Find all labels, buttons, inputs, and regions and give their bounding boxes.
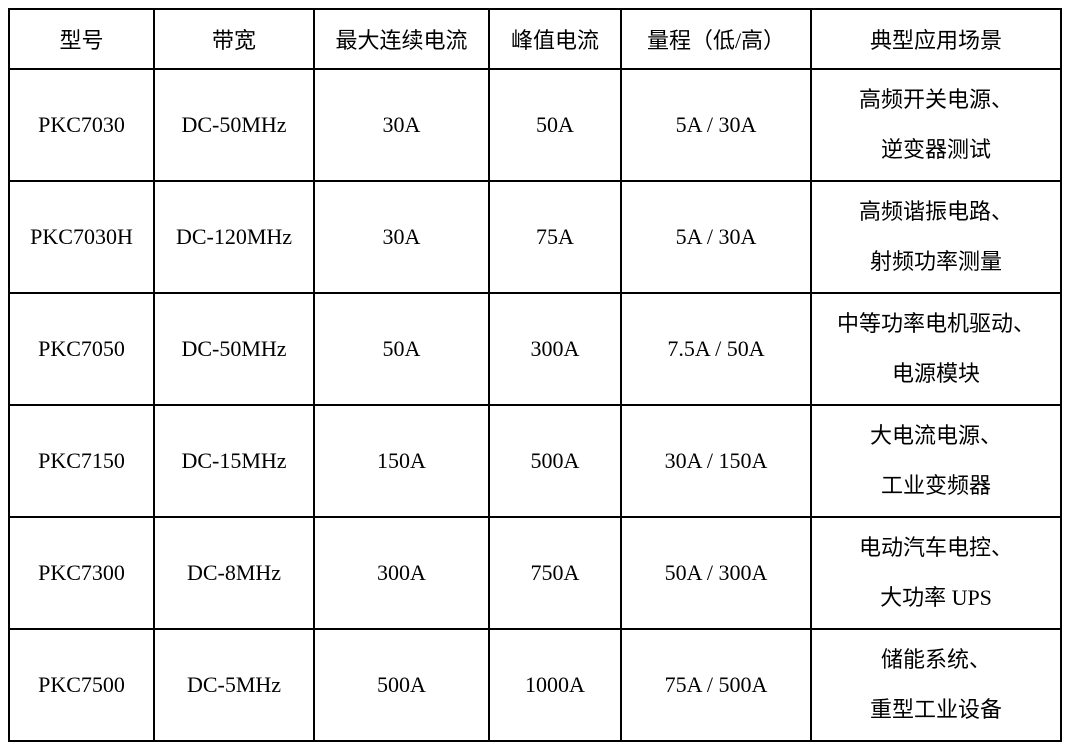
cell-typical-applications: 大电流电源、 工业变频器 [810, 404, 1062, 518]
application-line: 高频谐振电路、 [858, 199, 1013, 224]
product-spec-table: 型号 带宽 最大连续电流 峰值电流 量程（低/高） 典型应用场景 PKC7030… [8, 8, 1062, 742]
cell-bandwidth: DC-50MHz [153, 68, 315, 182]
application-line: 电动汽车电控、 [858, 535, 1013, 560]
application-line: 高频开关电源、 [858, 87, 1013, 112]
header-cell-model: 型号 [8, 8, 155, 70]
cell-peak-current: 75A [488, 180, 622, 294]
cell-model: PKC7300 [8, 516, 155, 630]
application-line: 电源模块 [891, 361, 980, 386]
cell-max-continuous-current: 150A [313, 404, 490, 518]
cell-model: PKC7050 [8, 292, 155, 406]
cell-peak-current: 300A [488, 292, 622, 406]
cell-peak-current: 500A [488, 404, 622, 518]
table-row: PKC7150 DC-15MHz 150A 500A 30A / 150A 大电… [8, 404, 1062, 518]
header-row: 型号 带宽 最大连续电流 峰值电流 量程（低/高） 典型应用场景 [8, 8, 1062, 70]
cell-range-low-high: 50A / 300A [620, 516, 812, 630]
cell-model: PKC7150 [8, 404, 155, 518]
cell-bandwidth: DC-5MHz [153, 628, 315, 742]
cell-max-continuous-current: 500A [313, 628, 490, 742]
cell-range-low-high: 75A / 500A [620, 628, 812, 742]
application-line: 逆变器测试 [880, 137, 991, 162]
cell-bandwidth: DC-15MHz [153, 404, 315, 518]
cell-range-low-high: 5A / 30A [620, 180, 812, 294]
cell-peak-current: 1000A [488, 628, 622, 742]
header-cell-range-low-high: 量程（低/高） [620, 8, 812, 70]
application-line: 射频功率测量 [869, 249, 1002, 274]
cell-model: PKC7030 [8, 68, 155, 182]
table-row: PKC7500 DC-5MHz 500A 1000A 75A / 500A 储能… [8, 628, 1062, 742]
application-line: 大功率 UPS [880, 585, 992, 610]
table-row: PKC7030H DC-120MHz 30A 75A 5A / 30A 高频谐振… [8, 180, 1062, 294]
header-cell-bandwidth: 带宽 [153, 8, 315, 70]
cell-peak-current: 750A [488, 516, 622, 630]
cell-max-continuous-current: 30A [313, 68, 490, 182]
application-line: 储能系统、 [880, 647, 991, 672]
header-cell-peak-current: 峰值电流 [488, 8, 622, 70]
cell-bandwidth: DC-120MHz [153, 180, 315, 294]
cell-typical-applications: 高频开关电源、 逆变器测试 [810, 68, 1062, 182]
header-cell-max-continuous-current: 最大连续电流 [313, 8, 490, 70]
cell-range-low-high: 30A / 150A [620, 404, 812, 518]
cell-typical-applications: 高频谐振电路、 射频功率测量 [810, 180, 1062, 294]
application-line: 大电流电源、 [869, 423, 1002, 448]
cell-range-low-high: 7.5A / 50A [620, 292, 812, 406]
header-cell-typical-applications: 典型应用场景 [810, 8, 1062, 70]
cell-bandwidth: DC-50MHz [153, 292, 315, 406]
cell-peak-current: 50A [488, 68, 622, 182]
cell-max-continuous-current: 30A [313, 180, 490, 294]
application-line: 重型工业设备 [869, 697, 1002, 722]
cell-max-continuous-current: 300A [313, 516, 490, 630]
cell-bandwidth: DC-8MHz [153, 516, 315, 630]
cell-typical-applications: 中等功率电机驱动、 电源模块 [810, 292, 1062, 406]
application-line: 工业变频器 [880, 473, 991, 498]
cell-range-low-high: 5A / 30A [620, 68, 812, 182]
cell-max-continuous-current: 50A [313, 292, 490, 406]
table-row: PKC7030 DC-50MHz 30A 50A 5A / 30A 高频开关电源… [8, 68, 1062, 182]
cell-model: PKC7500 [8, 628, 155, 742]
table-row: PKC7300 DC-8MHz 300A 750A 50A / 300A 电动汽… [8, 516, 1062, 630]
cell-model: PKC7030H [8, 180, 155, 294]
cell-typical-applications: 电动汽车电控、 大功率 UPS [810, 516, 1062, 630]
table-row: PKC7050 DC-50MHz 50A 300A 7.5A / 50A 中等功… [8, 292, 1062, 406]
cell-typical-applications: 储能系统、 重型工业设备 [810, 628, 1062, 742]
application-line: 中等功率电机驱动、 [836, 311, 1035, 336]
